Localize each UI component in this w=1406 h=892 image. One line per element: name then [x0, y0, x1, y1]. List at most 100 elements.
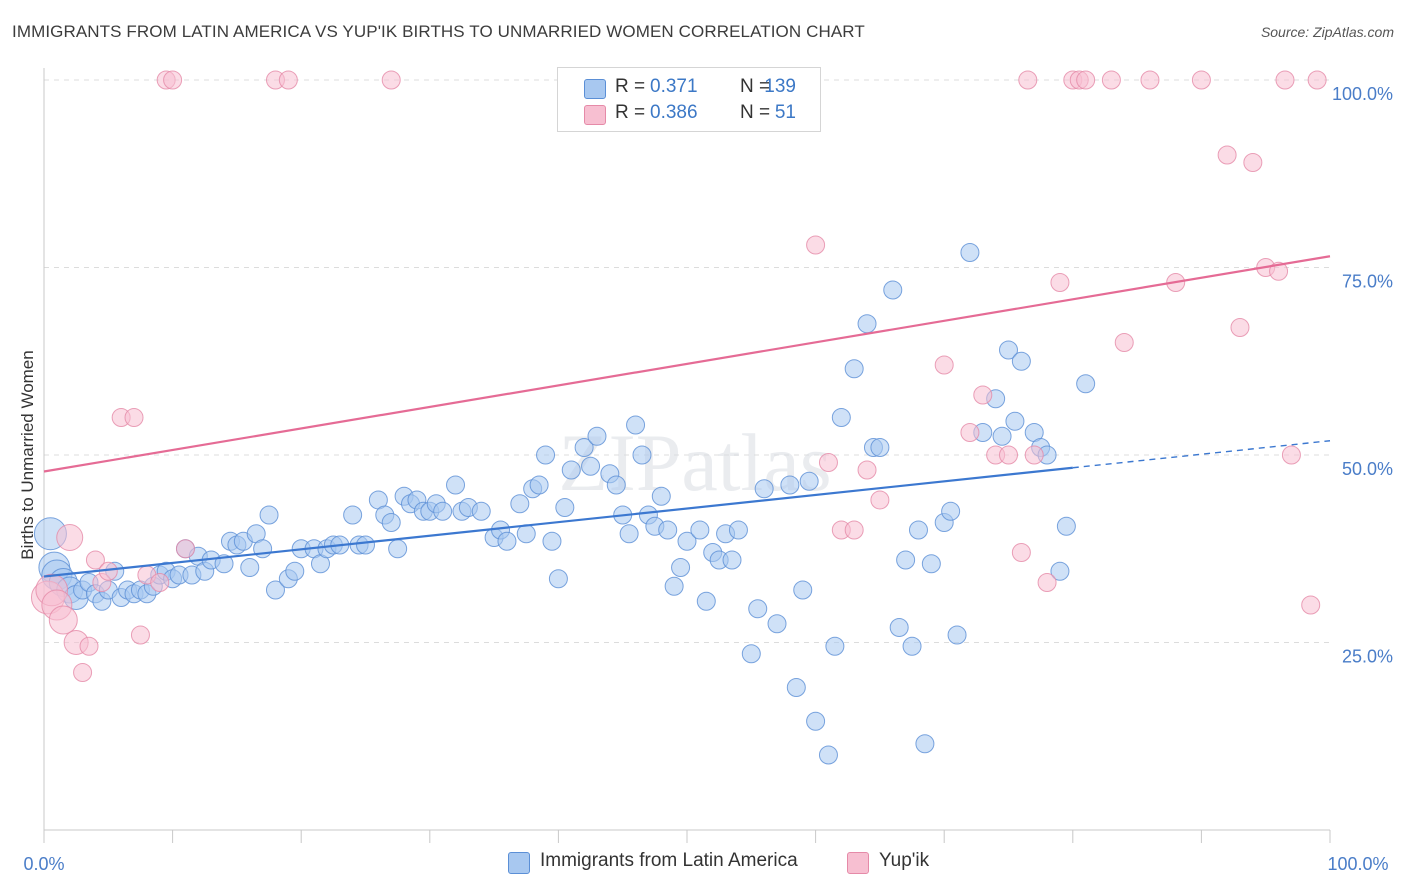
immigrants-point — [941, 501, 961, 521]
yupik-point — [1101, 70, 1121, 90]
immigrants-point — [889, 618, 909, 637]
immigrants-point — [844, 359, 864, 379]
immigrants-point — [529, 475, 549, 495]
yupik-point — [1307, 70, 1327, 90]
immigrants-point — [632, 445, 652, 465]
immigrants-point — [510, 494, 530, 514]
immigrants-point — [574, 438, 594, 457]
yupik-point — [175, 539, 195, 559]
yupik-point — [960, 423, 980, 442]
legend-n-value: 139 — [764, 76, 796, 97]
yupik-point — [1024, 445, 1044, 465]
yupik-point — [1050, 273, 1070, 292]
immigrants-point — [677, 531, 697, 551]
immigrants-point — [626, 415, 646, 435]
y-tick-labels: 25.0% 50.0% 75.0% 100.0% — [1332, 84, 1393, 667]
immigrants-point — [265, 580, 285, 600]
yupik-point — [1275, 70, 1295, 90]
yupik-point — [381, 70, 401, 90]
y-tick-label: 50.0% — [1342, 459, 1393, 479]
bottom-legend-swatch-pink — [847, 852, 869, 874]
immigrants-point — [818, 745, 838, 765]
yupik-point — [85, 550, 105, 570]
immigrants-point — [915, 734, 935, 754]
trendlines — [43, 255, 1331, 578]
bottom-legend-swatch-blue — [508, 852, 530, 874]
yupik-trendline — [43, 255, 1331, 473]
yupik-point — [999, 445, 1018, 465]
immigrants-point — [214, 554, 234, 574]
immigrants-point — [825, 636, 845, 656]
immigrants-point — [883, 280, 903, 300]
x-tick-label-min: 0.0% — [23, 854, 64, 874]
immigrants-point — [870, 438, 890, 457]
y-tick-label: 75.0% — [1342, 272, 1393, 292]
immigrants-point — [690, 520, 710, 540]
immigrants-point — [536, 445, 556, 465]
yupik-point — [1281, 445, 1301, 465]
immigrants-point — [497, 531, 517, 551]
immigrants-point — [793, 580, 813, 600]
y-tick-label: 100.0% — [1332, 84, 1393, 104]
yupik-point — [1217, 145, 1237, 165]
yupik-point — [278, 70, 298, 90]
immigrants-point — [471, 501, 491, 521]
immigrants-point — [343, 505, 363, 525]
immigrants-point — [606, 475, 626, 495]
immigrants-point — [767, 614, 787, 634]
legend-row-immigrants: R = 0.371 N = 139 — [558, 75, 818, 101]
yupik-point — [818, 453, 838, 472]
yupik-point — [1114, 333, 1134, 352]
immigrants-point — [999, 340, 1018, 360]
yupik-point — [130, 625, 150, 645]
immigrants-point — [561, 460, 581, 480]
immigrants-point — [1056, 516, 1076, 536]
immigrants-point — [619, 524, 639, 544]
immigrants-point — [831, 408, 851, 427]
immigrants-point — [446, 475, 466, 495]
yupik-point — [1037, 573, 1057, 592]
immigrants-point — [548, 569, 568, 589]
immigrants-point — [754, 479, 774, 499]
immigrants-point — [259, 505, 279, 525]
immigrants-point — [947, 625, 967, 645]
immigrants-point — [908, 520, 928, 540]
yupik-point — [934, 355, 954, 375]
yupik-point — [79, 636, 99, 656]
yupik-point — [1301, 595, 1321, 615]
immigrants-point — [1011, 351, 1031, 371]
y-axis-label: Births to Unmarried Women — [18, 350, 37, 559]
yupik-point — [73, 663, 93, 682]
yupik-point — [806, 235, 826, 255]
yupik-point — [163, 70, 183, 90]
immigrants-point — [516, 524, 536, 544]
immigrants-point — [285, 561, 305, 581]
immigrants-point — [651, 486, 671, 506]
immigrants-point — [381, 513, 401, 532]
series-immigrants-points — [33, 243, 1096, 765]
immigrants-point — [542, 531, 562, 551]
yupik-point — [844, 520, 864, 540]
immigrants-point — [992, 426, 1012, 446]
yupik-point — [870, 490, 890, 510]
immigrants-point — [581, 456, 601, 476]
immigrants-point — [780, 475, 800, 495]
immigrants-point — [806, 711, 826, 731]
yupik-point — [150, 573, 170, 592]
yupik-point — [56, 524, 84, 551]
immigrants-point — [960, 243, 980, 262]
correlation-legend: R = 0.371 N = 139 R = 0.386 N = 51 — [557, 67, 821, 132]
yupik-point — [857, 460, 877, 480]
source-label: Source: ZipAtlas.com — [1260, 24, 1394, 40]
immigrants-point — [587, 426, 607, 446]
legend-r-label: R = — [615, 76, 646, 97]
legend-r-label: R = — [615, 102, 646, 123]
chart-title: IMMIGRANTS FROM LATIN AMERICA VS YUP'IK … — [12, 22, 865, 41]
immigrants-point — [799, 471, 819, 491]
immigrants-point — [786, 678, 806, 697]
yupik-point — [1018, 70, 1038, 90]
legend-row-yupik: R = 0.386 N = 51 — [558, 101, 818, 127]
immigrants-point — [240, 558, 260, 577]
immigrants-point — [671, 558, 691, 577]
